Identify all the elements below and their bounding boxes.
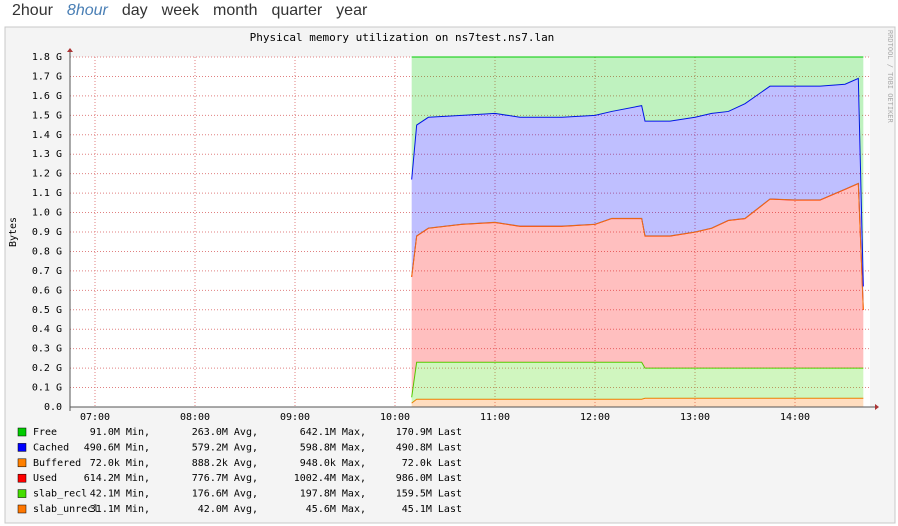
stacked-area [411, 78, 864, 310]
legend-swatch [17, 458, 27, 468]
series-line [411, 77, 864, 287]
legend-stat: 31.1M Min, [90, 504, 150, 515]
tab[interactable]: week [161, 2, 199, 19]
y-tick-label: 0.9 G [32, 227, 62, 238]
y-tick-label: 0.3 G [32, 344, 62, 355]
legend-stat: 72.0k Min, [90, 458, 150, 469]
y-tick-label: 0.1 G [32, 383, 62, 394]
chart-title: Physical memory utilization on ns7test.n… [250, 31, 555, 44]
legend-stat: 42.0M Avg, [198, 504, 258, 515]
y-tick-label: 1.3 G [32, 149, 62, 160]
legend-swatch [17, 504, 27, 514]
tab[interactable]: day [121, 2, 148, 19]
y-tick-label: 1.4 G [32, 130, 62, 141]
x-tick-label: 11:00 [480, 412, 510, 423]
legend-label: Used [33, 473, 57, 484]
legend-stat: 1002.4M Max, [294, 473, 366, 484]
legend-label: slab_recl [33, 489, 87, 500]
legend-label: Buffered [33, 458, 81, 469]
x-tick-label: 13:00 [680, 412, 710, 423]
tab[interactable]: quarter [271, 2, 323, 19]
legend-stat: 642.1M Max, [300, 427, 366, 438]
tab[interactable]: 8hour [66, 2, 108, 19]
x-tick-label: 10:00 [380, 412, 410, 423]
stacked-area [411, 362, 864, 404]
legend-stat: 159.5M Last [396, 489, 462, 500]
legend-swatch [17, 489, 27, 498]
series-line [411, 397, 864, 404]
legend-label: Cached [33, 442, 69, 453]
x-tick-label: 08:00 [180, 412, 210, 423]
y-tick-label: 0.6 G [32, 285, 62, 296]
y-tick-label: 1.2 G [32, 169, 62, 180]
y-tick-label: 0.7 G [32, 266, 62, 277]
y-tick-label: 0.4 G [32, 324, 62, 335]
x-tick-label: 09:00 [280, 412, 310, 423]
legend-stat: 42.1M Min, [90, 489, 150, 500]
y-tick-label: 1.8 G [32, 52, 62, 63]
watermark: RRDTOOL / TOBI OETIKER [886, 30, 894, 124]
legend-stat: 579.2M Avg, [192, 442, 258, 453]
legend-stat: 948.0k Max, [300, 458, 366, 469]
series-line [411, 361, 864, 398]
stacked-area [411, 183, 864, 398]
legend-label: slab_unrecl [33, 504, 99, 515]
y-tick-label: 1.5 G [32, 110, 62, 121]
legend-stat: 45.6M Max, [306, 504, 366, 515]
series-line [411, 182, 864, 310]
y-tick-label: 0.8 G [32, 246, 62, 257]
y-tick-label: 1.6 G [32, 91, 62, 102]
legend-stat: 614.2M Min, [84, 473, 150, 484]
legend-stat: 490.6M Min, [84, 442, 150, 453]
y-axis-label: Bytes [8, 217, 19, 247]
legend-stat: 91.0M Min, [90, 427, 150, 438]
axis-arrow [875, 404, 879, 410]
stacked-area [411, 57, 864, 287]
y-tick-label: 0.5 G [32, 305, 62, 316]
axis-arrow [67, 48, 73, 52]
legend-stat: 72.0k Last [402, 458, 462, 469]
legend-label: Free [33, 427, 57, 438]
tab[interactable]: year [336, 2, 368, 19]
legend-swatch [17, 427, 27, 437]
tab[interactable]: month [213, 2, 258, 19]
y-tick-label: 1.1 G [32, 188, 62, 199]
legend-stat: 197.8M Max, [300, 489, 366, 500]
tab-bar: 2hour 8hour day week month quarter year [12, 2, 381, 20]
legend-stat: 776.7M Avg, [192, 473, 258, 484]
legend-stat: 986.0M Last [396, 473, 462, 484]
y-tick-label: 0.2 G [32, 363, 62, 374]
x-tick-label: 14:00 [780, 412, 810, 423]
legend-stat: 176.6M Avg, [192, 489, 258, 500]
tab[interactable]: 2hour [12, 2, 53, 19]
legend-swatch [17, 473, 27, 483]
legend-stat: 263.0M Avg, [192, 427, 258, 438]
legend-stat: 490.8M Last [396, 442, 462, 453]
x-tick-label: 12:00 [580, 412, 610, 423]
legend-stat: 888.2k Avg, [192, 458, 258, 469]
legend-stat: 45.1M Last [402, 504, 462, 515]
y-tick-label: 0.0 [44, 402, 62, 413]
stacked-area [411, 398, 864, 407]
y-tick-label: 1.7 G [32, 71, 62, 82]
legend-stat: 170.9M Last [396, 427, 462, 438]
legend-swatch [17, 443, 27, 452]
x-tick-label: 07:00 [80, 412, 110, 423]
y-tick-label: 1.0 G [32, 208, 62, 219]
legend-stat: 598.8M Max, [300, 442, 366, 453]
